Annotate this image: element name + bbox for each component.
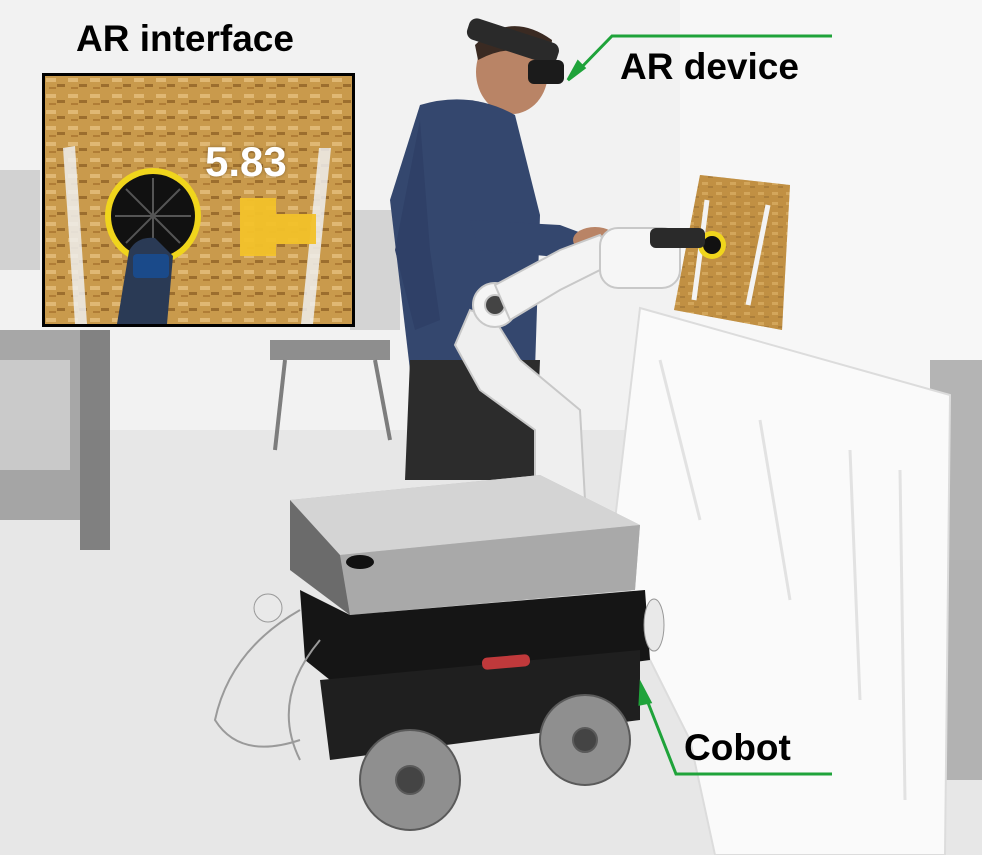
mobile-base [213, 475, 665, 831]
ar-interface-label: AR interface [76, 18, 294, 59]
ar-interface-inset: 5.83 [42, 73, 355, 327]
cobot-arrow [638, 679, 832, 776]
ar-marker-shape [240, 198, 316, 256]
background-desks [0, 170, 982, 780]
mecanum-wheel-left [359, 729, 461, 831]
cobot-label: Cobot [684, 727, 791, 768]
mecanum-wheel-right [539, 694, 631, 786]
osb-board [674, 175, 790, 330]
ar-device-arrow [566, 34, 832, 82]
ar-readout-value: 5.83 [205, 138, 287, 185]
ar-device-label: AR device [620, 46, 799, 87]
inset-scene [45, 76, 352, 324]
robot-arm [453, 227, 705, 501]
